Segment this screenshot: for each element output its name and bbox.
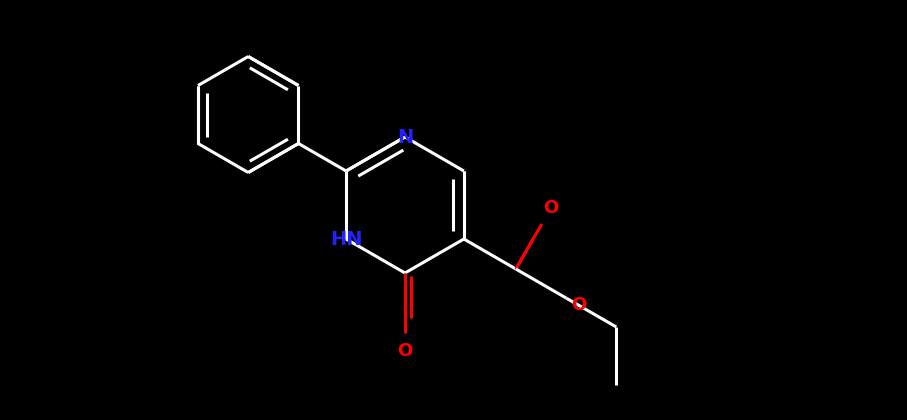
Text: O: O: [571, 297, 587, 315]
Text: O: O: [397, 342, 413, 360]
Text: HN: HN: [330, 229, 363, 249]
Text: O: O: [543, 200, 559, 218]
Text: N: N: [397, 128, 413, 147]
